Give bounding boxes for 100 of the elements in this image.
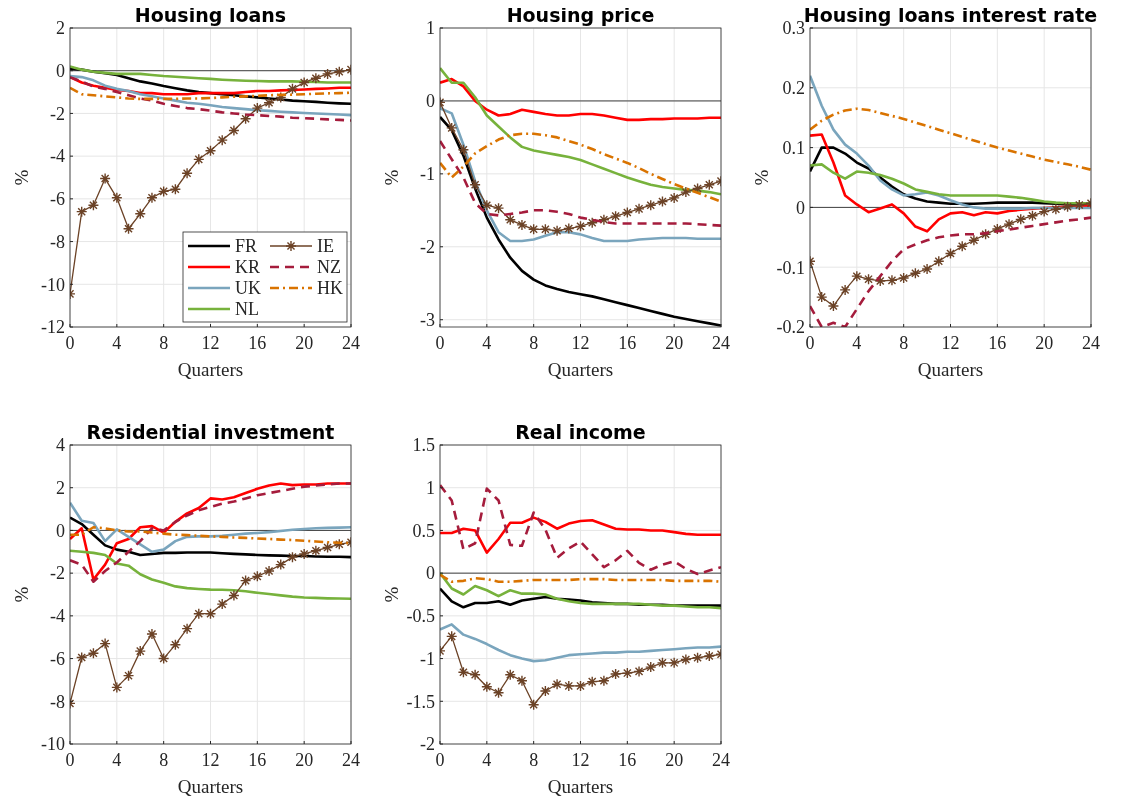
x-tick-label: 16 [248, 333, 267, 353]
y-tick-label: 0.5 [412, 520, 435, 541]
legend-label: HK [317, 278, 343, 299]
line-series [440, 573, 721, 583]
y-tick-label: 0 [56, 61, 65, 82]
point [851, 270, 863, 282]
point [645, 199, 657, 211]
point [333, 66, 345, 78]
point [111, 192, 123, 204]
legend-label: UK [235, 278, 261, 299]
legend-label: NL [235, 299, 259, 320]
point [539, 685, 552, 697]
line-series [440, 77, 721, 122]
point [598, 214, 610, 226]
y-tick-label: -8 [50, 231, 65, 252]
point [481, 681, 493, 693]
y-tick-label: -2 [420, 237, 435, 258]
point [99, 637, 111, 650]
point [862, 273, 875, 285]
y-tick-label: 0 [426, 563, 435, 584]
point [193, 153, 205, 166]
x-tick-label: 20 [295, 750, 314, 770]
x-tick-label: 8 [159, 333, 169, 353]
x-tick-label: 16 [248, 750, 267, 770]
point [99, 172, 111, 185]
x-tick-label: 8 [529, 750, 539, 770]
x-tick-label: 12 [941, 333, 960, 353]
y-tick-label: -3 [420, 310, 435, 331]
point [169, 183, 182, 195]
x-axis-title: Quarters [177, 776, 244, 797]
y-tick-label: -10 [41, 734, 65, 755]
x-tick-label: 4 [112, 750, 122, 770]
x-tick-label: 12 [571, 333, 590, 353]
line-series [440, 139, 721, 227]
point [87, 199, 100, 211]
point [979, 228, 992, 241]
point [1026, 210, 1039, 222]
x-tick-label: 20 [665, 750, 684, 770]
x-axis-title: Quarters [547, 359, 614, 380]
point [656, 657, 669, 669]
line-series [70, 86, 351, 101]
chart-title: Housing loans [134, 4, 287, 26]
point [492, 687, 505, 699]
y-tick-label: -2 [50, 563, 65, 584]
point [1073, 199, 1085, 211]
point [204, 608, 217, 620]
point [1038, 205, 1050, 218]
point [76, 651, 88, 664]
y-tick-label: 0.2 [782, 78, 805, 99]
x-tick-label: 16 [618, 333, 637, 353]
point [146, 192, 158, 204]
line-series [440, 115, 721, 327]
y-tick-label: 1.5 [412, 435, 435, 456]
point [310, 72, 322, 84]
y-tick-label: -0.5 [406, 606, 435, 627]
y-tick-label: 0 [796, 197, 805, 218]
line-series [70, 549, 351, 601]
line-series [440, 571, 721, 610]
chart-title: Housing loans interest rate [803, 4, 1098, 26]
y-tick-label: 1 [426, 18, 435, 39]
x-tick-label: 4 [852, 333, 862, 353]
x-tick-label: 20 [665, 333, 684, 353]
y-tick-label: -2 [50, 103, 65, 124]
y-tick-label: 0 [56, 520, 65, 541]
y-tick-label: -4 [50, 146, 65, 167]
x-tick-label: 16 [618, 750, 637, 770]
point [134, 208, 146, 220]
point [827, 300, 840, 312]
point [551, 225, 563, 237]
y-tick-label: 0.1 [782, 137, 805, 158]
point [263, 565, 275, 577]
point [181, 622, 193, 635]
x-tick-label: 24 [342, 333, 360, 353]
point [193, 608, 205, 620]
point [691, 652, 704, 664]
y-tick-label: -4 [50, 606, 65, 627]
point [621, 206, 634, 219]
point [181, 167, 193, 179]
point [457, 144, 470, 156]
legend-label: KR [235, 257, 261, 278]
y-tick-label: -1.5 [406, 691, 435, 712]
point [228, 589, 240, 602]
point [286, 83, 299, 95]
y-tick-label: -6 [50, 648, 65, 669]
line-series [440, 623, 721, 663]
line-series [440, 483, 721, 576]
line-series [440, 516, 721, 554]
x-tick-label: 12 [571, 750, 590, 770]
point [286, 551, 299, 563]
point [656, 195, 669, 208]
point [321, 541, 334, 554]
chart-title: Real income [515, 421, 646, 443]
line-series [440, 66, 721, 196]
x-axis-title: Quarters [177, 359, 244, 380]
point [586, 217, 598, 229]
point [516, 675, 528, 687]
point [157, 652, 170, 665]
legend-label: FR [235, 236, 258, 257]
y-axis-title: % [751, 169, 772, 186]
point [504, 669, 516, 681]
